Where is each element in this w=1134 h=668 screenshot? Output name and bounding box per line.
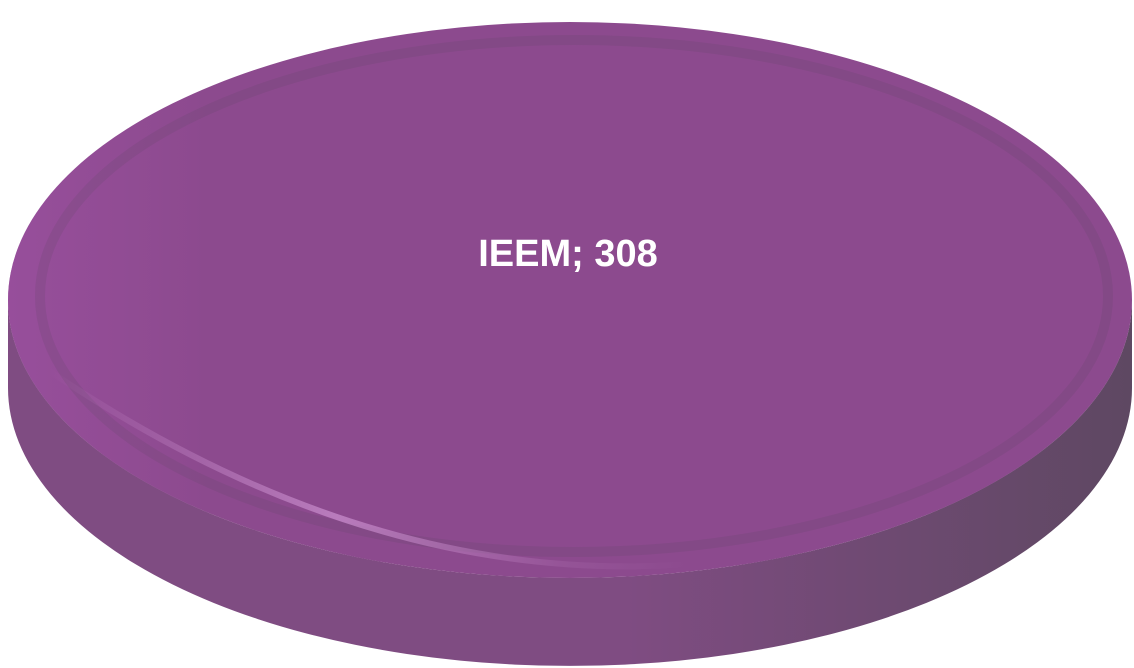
- pie-rim-highlight: [45, 367, 693, 570]
- pie-slice-side: [8, 300, 1132, 666]
- pie-slices: [8, 22, 1132, 666]
- pie-top-sheen: [8, 22, 1132, 578]
- data-label-ieem: IEEM; 308: [478, 233, 658, 275]
- pie-top-bevel: [35, 35, 1113, 557]
